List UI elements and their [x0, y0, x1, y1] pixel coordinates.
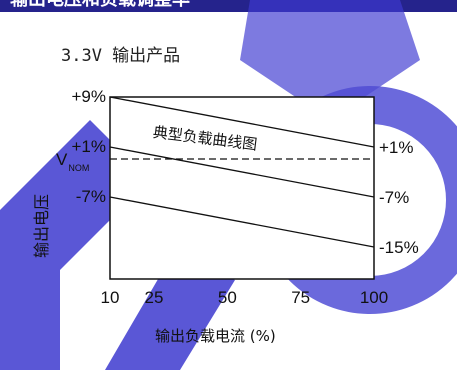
x-tick-label-3: 50	[218, 288, 237, 307]
y-tick-left-2: +1%	[72, 137, 107, 156]
banner-title: 输出电压和负载调整率	[10, 0, 190, 10]
series-layer	[109, 96, 375, 248]
x-tick-label-2: 25	[145, 288, 164, 307]
y-tick-left-3: -7%	[76, 187, 106, 206]
series-line-3	[109, 196, 375, 248]
y-tick-right-2: -7%	[379, 188, 409, 207]
vnom-label: VNOM	[56, 150, 90, 173]
x-tick-label-5: 100	[360, 288, 388, 307]
chart-title: 3.3V 输出产品	[61, 46, 181, 66]
plot-area-frame	[109, 96, 375, 280]
vnom-subscript: NOM	[68, 163, 90, 173]
x-tick-label-1: 10	[101, 288, 120, 307]
x-axis-label: 输出负载电流 (%)	[155, 327, 276, 345]
x-tick-label-4: 75	[291, 288, 310, 307]
series-line-1	[109, 96, 375, 148]
y-tick-left-1: +9%	[72, 87, 107, 106]
series-line-2	[109, 146, 375, 198]
tick-layer: 10 25 50 75 100 +9% +1% -7% +1% -7% -15%	[72, 87, 419, 307]
y-tick-right-3: -15%	[379, 238, 419, 257]
y-axis-label: 输出电压	[32, 193, 51, 258]
vnom-main: V	[56, 150, 68, 169]
y-tick-right-1: +1%	[379, 138, 414, 157]
